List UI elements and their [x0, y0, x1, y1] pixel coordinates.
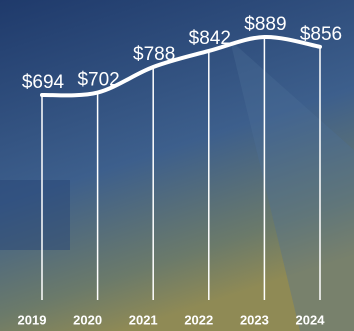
x-tick-label: 2020	[73, 312, 102, 327]
plot: $694 2019 $702 2020 $788 2021 $842 2022 $889 2023…	[18, 14, 343, 327]
x-tick-label: 2019	[18, 312, 47, 327]
x-tick-label: 2022	[184, 312, 213, 327]
x-tick-label: 2024	[296, 312, 326, 327]
value-label: $788	[133, 44, 175, 65]
value-label: $842	[189, 28, 231, 49]
value-label: $694	[22, 72, 65, 93]
line	[40, 34, 322, 98]
x-tick-label: 2023	[240, 312, 269, 327]
value-label: $856	[300, 24, 342, 45]
background-texture	[230, 40, 354, 331]
value-label: $889	[244, 14, 286, 35]
value-label: $702	[77, 70, 119, 91]
background-texture	[0, 180, 70, 250]
x-tick-label: 2021	[129, 312, 158, 327]
